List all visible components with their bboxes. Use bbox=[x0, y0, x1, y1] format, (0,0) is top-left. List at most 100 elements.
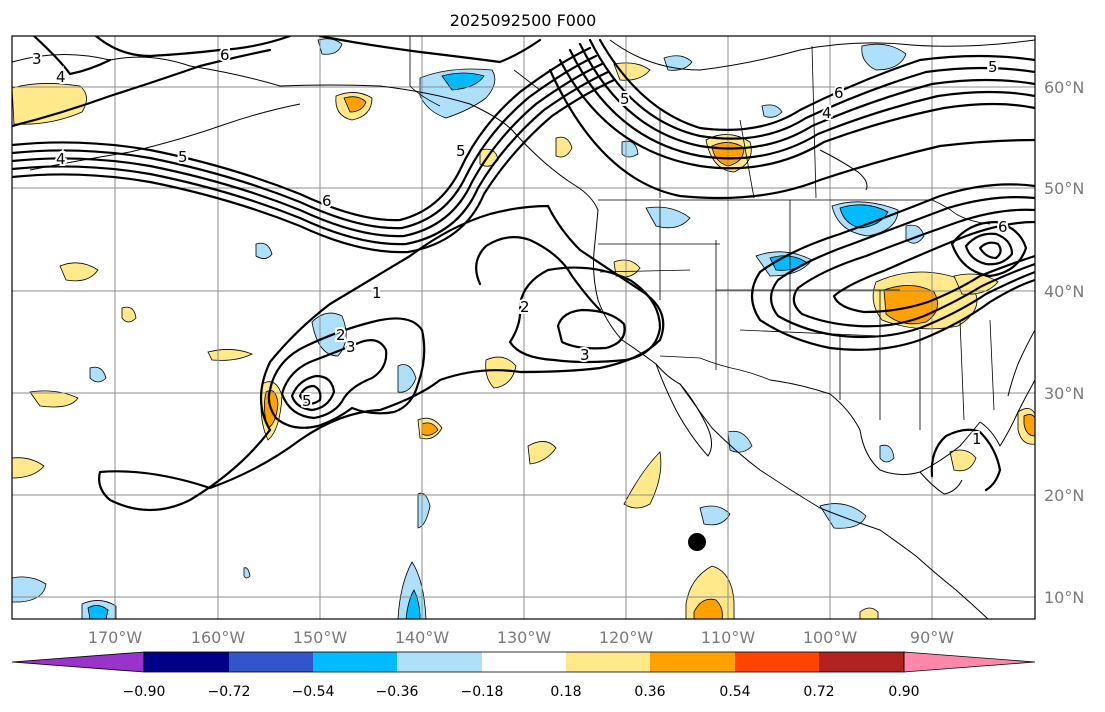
contour-label: 3 bbox=[580, 346, 590, 364]
anomaly-blob-positive-core bbox=[1023, 414, 1035, 437]
coastline-alaska bbox=[12, 53, 599, 211]
contour-line bbox=[588, 38, 1035, 140]
anomaly-blob-positive bbox=[59, 262, 99, 282]
anomaly-blob-negative bbox=[879, 444, 895, 463]
border-alaska bbox=[409, 36, 441, 107]
colorbar: −0.90 −0.72 −0.54 −0.36 −0.18 0.18 0.36 … bbox=[11, 651, 1036, 700]
shaded-anomalies bbox=[12, 38, 1035, 619]
colorbar-bin bbox=[397, 652, 482, 672]
colorbar-tick-label: −0.36 bbox=[376, 684, 419, 700]
anomaly-blob-negative-core bbox=[87, 605, 109, 619]
anomaly-blob-negative bbox=[243, 567, 251, 579]
border-us-mexico bbox=[659, 355, 771, 381]
lon-label: 170°W bbox=[88, 628, 143, 647]
contour-line bbox=[12, 62, 604, 238]
contour-line bbox=[12, 78, 616, 254]
contour-line bbox=[548, 68, 1035, 200]
coastline-east bbox=[1007, 329, 1035, 397]
contour-line bbox=[792, 208, 1035, 328]
contour-label: 2 bbox=[336, 326, 346, 344]
lat-lon-grid bbox=[12, 36, 1035, 619]
contour-label: 4 bbox=[56, 150, 66, 168]
anomaly-blob-negative bbox=[317, 38, 343, 55]
contour-label: 3 bbox=[32, 50, 42, 68]
lat-label: 60°N bbox=[1044, 78, 1084, 97]
colorbar-bin bbox=[650, 652, 735, 672]
anomaly-blob-positive-core bbox=[421, 422, 439, 436]
colorbar-tick-label: −0.54 bbox=[292, 684, 335, 700]
coastline-canada-north bbox=[609, 39, 1035, 71]
lon-label: 160°W bbox=[191, 628, 246, 647]
anomaly-blob-negative bbox=[819, 503, 867, 529]
colorbar-bin bbox=[819, 652, 904, 672]
anomaly-blob-negative bbox=[311, 312, 347, 357]
colorbar-frame bbox=[143, 651, 905, 673]
lon-label: 110°W bbox=[701, 628, 756, 647]
border-us-states bbox=[598, 200, 995, 430]
contour-line bbox=[290, 374, 336, 412]
coastline-baja bbox=[655, 363, 712, 457]
contour-label: 5 bbox=[988, 58, 998, 76]
coastline-aleutians bbox=[29, 103, 301, 171]
lat-label: 30°N bbox=[1044, 384, 1084, 403]
contour-line bbox=[978, 241, 1002, 260]
lon-label: 90°W bbox=[910, 628, 954, 647]
anomaly-blob-positive bbox=[12, 457, 45, 479]
anomaly-blob-negative bbox=[663, 55, 693, 71]
coastline-yucatan bbox=[919, 471, 963, 495]
map-panel: 4 4 5 6 5 6 1 2 3 5 2 3 5 6 4 6 5 1 3 bbox=[12, 36, 1035, 619]
anomaly-blob-positive bbox=[623, 451, 662, 509]
anomaly-blob-negative bbox=[699, 505, 731, 526]
lat-label: 40°N bbox=[1044, 282, 1084, 301]
anomaly-blob-negative-core bbox=[839, 204, 889, 229]
contour-line bbox=[832, 220, 1035, 314]
anomaly-blob-negative bbox=[645, 206, 691, 229]
contour-line bbox=[930, 428, 1002, 492]
anomaly-blob-negative bbox=[89, 366, 107, 383]
contour-line bbox=[475, 235, 602, 312]
height-contours bbox=[12, 36, 1035, 512]
contour-line bbox=[94, 36, 292, 58]
contour-line bbox=[98, 204, 665, 512]
coastline-florida bbox=[979, 379, 1035, 447]
anomaly-blob-positive-core bbox=[693, 598, 723, 619]
anomaly-blob-negative bbox=[861, 43, 907, 71]
contour-line bbox=[280, 339, 388, 420]
longitude-axis: 170°W 160°W 150°W 140°W 130°W 120°W 110°… bbox=[88, 628, 954, 647]
contour-line bbox=[950, 220, 1028, 278]
contour-label: 4 bbox=[822, 104, 832, 122]
colorbar-tick-label: 0.36 bbox=[634, 684, 665, 700]
contour-label: 6 bbox=[834, 84, 844, 102]
contour-line bbox=[12, 46, 592, 222]
anomaly-blob-positive bbox=[555, 136, 573, 158]
contour-label: 3 bbox=[346, 338, 356, 356]
contour-line bbox=[556, 308, 626, 350]
contour-line bbox=[32, 36, 112, 76]
anomaly-blob-negative bbox=[255, 242, 273, 259]
anomaly-blob-positive bbox=[953, 273, 999, 295]
contour-line bbox=[12, 48, 272, 128]
border-us-canada bbox=[598, 199, 991, 225]
latitude-axis: 60°N 50°N 40°N 30°N 20°N 10°N bbox=[1044, 78, 1084, 607]
anomaly-blob-positive bbox=[207, 349, 253, 361]
contour-labels: 4 4 5 6 5 6 1 2 3 5 2 3 5 6 4 6 5 1 3 bbox=[30, 44, 1010, 450]
lat-label: 50°N bbox=[1044, 179, 1084, 198]
colorbar-tick-label: −0.90 bbox=[123, 684, 166, 700]
colorbar-bin bbox=[229, 652, 313, 672]
contour-line bbox=[298, 384, 322, 405]
anomaly-blob-positive-core bbox=[343, 96, 367, 113]
colorbar-bin bbox=[482, 652, 566, 672]
lat-label: 20°N bbox=[1044, 486, 1084, 505]
contour-line bbox=[12, 54, 598, 230]
anomaly-blob-negative bbox=[12, 576, 47, 603]
anomaly-blob-positive bbox=[121, 306, 137, 323]
contour-line bbox=[508, 266, 662, 364]
contour-label: 5 bbox=[456, 142, 466, 160]
lon-label: 120°W bbox=[599, 628, 654, 647]
contour-line bbox=[267, 317, 426, 429]
anomaly-blob-positive bbox=[859, 607, 879, 619]
coastline-gulf bbox=[769, 379, 981, 476]
figure-title: 2025092500 F000 bbox=[450, 11, 597, 30]
colorbar-extend-high bbox=[903, 651, 1036, 673]
colorbar-extend-low bbox=[11, 651, 145, 673]
